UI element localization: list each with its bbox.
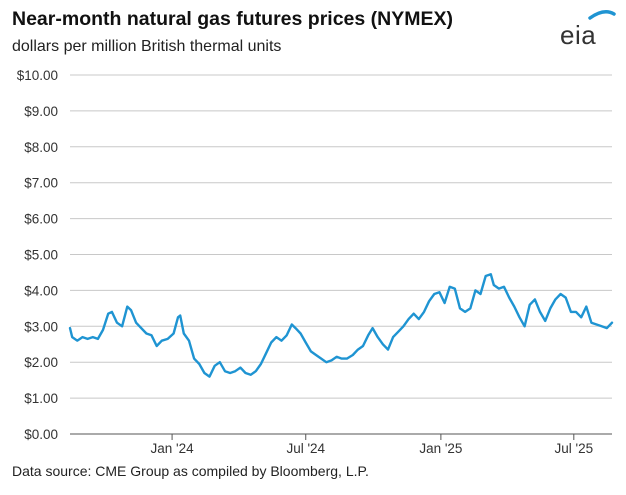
y-tick-label: $9.00: [24, 104, 58, 119]
x-tick-label: Jan '25: [419, 441, 462, 456]
x-tick-label: Jan '24: [151, 441, 195, 456]
eia-logo-text: eia: [560, 20, 597, 50]
y-tick-label: $8.00: [24, 140, 58, 155]
chart-subtitle: dollars per million British thermal unit…: [12, 38, 282, 55]
y-tick-label: $3.00: [24, 319, 58, 334]
y-tick-label: $0.00: [24, 427, 58, 442]
y-tick-label: $7.00: [24, 176, 58, 191]
x-axis-ticks: Jan '24 Jul '24 Jan '25 Jul '25: [151, 434, 594, 456]
y-tick-label: $1.00: [24, 391, 58, 406]
y-tick-label: $10.00: [17, 68, 58, 83]
y-tick-label: $6.00: [24, 212, 58, 227]
y-tick-label: $5.00: [24, 248, 58, 263]
data-source-note: Data source: CME Group as compiled by Bl…: [12, 463, 369, 479]
y-axis-ticks: $0.00 $1.00 $2.00 $3.00 $4.00 $5.00 $6.00 $7.00…: [17, 68, 58, 442]
series-line: [68, 273, 614, 378]
x-tick-label: Jul '24: [286, 441, 325, 456]
y-tick-label: $2.00: [24, 355, 58, 370]
chart-title: Near-month natural gas futures prices (N…: [12, 8, 453, 30]
y-tick-label: $4.00: [24, 283, 58, 298]
line-chart: $0.00 $1.00 $2.00 $3.00 $4.00 $5.00 $6.00 $7.00…: [17, 68, 614, 456]
x-tick-label: Jul '25: [555, 441, 594, 456]
eia-logo: eia: [560, 6, 616, 50]
gridlines: [70, 74, 612, 399]
eia-logo-arc-icon: [588, 10, 616, 20]
